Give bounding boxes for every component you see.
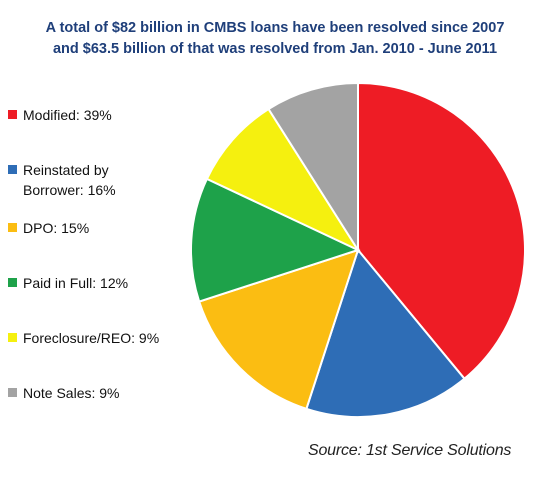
legend-swatch-reinstated <box>8 165 17 174</box>
chart-title-line-1: A total of $82 billion in CMBS loans hav… <box>45 20 505 36</box>
pie-slice-note-sales <box>267 81 359 254</box>
legend-label-modified: Modified: 39% <box>23 107 112 123</box>
chart-title-line-2: and $63.5 billion of that was resolved f… <box>52 41 498 57</box>
legend-swatch-dpo <box>8 223 17 232</box>
legend-swatch-modified <box>8 110 17 119</box>
pie-slice-reinstated <box>305 247 466 419</box>
legend-label-dpo: DPO: 15% <box>23 220 90 236</box>
legend-item-dpo: DPO: 15% <box>8 218 198 238</box>
legend-item-modified: Modified: 39% <box>8 105 198 125</box>
pie-slice-foreclosure <box>205 107 361 253</box>
legend-label-foreclosure: Foreclosure/REO: 9% <box>23 330 160 346</box>
legend-item-reinstated: Reinstated by Borrower: 16% <box>8 160 198 200</box>
pie-slice-paid-in-full <box>189 177 361 303</box>
pie-slices <box>189 81 527 419</box>
legend-label-paid-in-full: Paid in Full: 12% <box>23 275 129 291</box>
legend-item-foreclosure: Foreclosure/REO: 9% <box>8 328 198 348</box>
legend-swatch-note-sales <box>8 388 17 397</box>
pie-slice-modified <box>357 81 527 381</box>
legend-swatch-paid-in-full <box>8 278 17 287</box>
chart-title: A total of $82 billion in CMBS loans hav… <box>0 18 550 60</box>
legend-label-note-sales: Note Sales: 9% <box>23 385 120 401</box>
legend-item-note-sales: Note Sales: 9% <box>8 383 198 403</box>
source-note: Source: 1st Service Solutions <box>308 442 512 459</box>
legend-item-paid-in-full: Paid in Full: 12% <box>8 273 198 293</box>
legend-label-reinstated: Reinstated by Borrower: 16% <box>23 162 116 198</box>
legend-swatch-foreclosure <box>8 333 17 342</box>
